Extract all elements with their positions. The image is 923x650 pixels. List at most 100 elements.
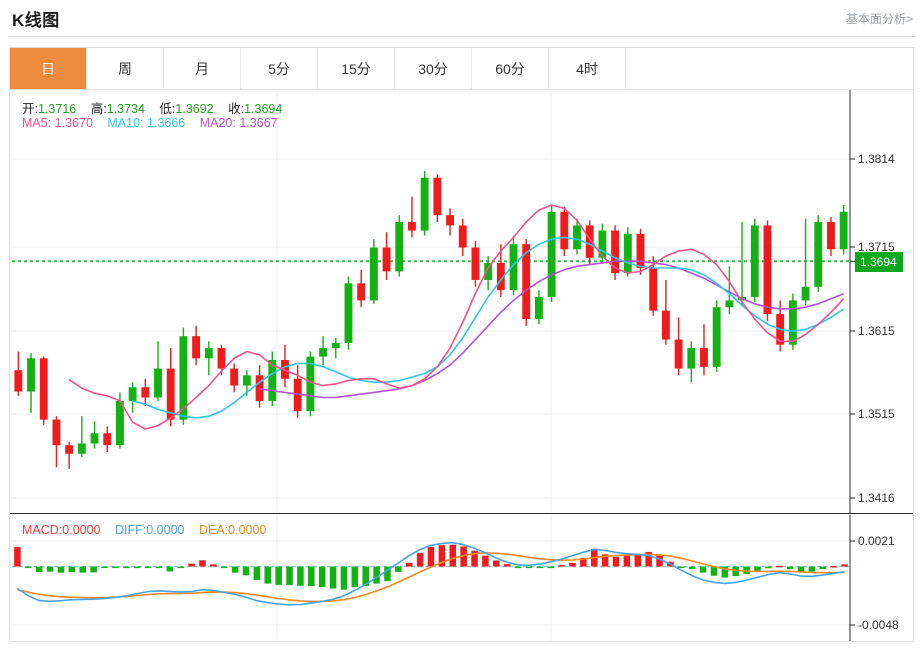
- macd-histogram-bar: [765, 566, 772, 569]
- tab-0[interactable]: 日: [10, 48, 87, 89]
- macd-tick-label: -0.0048: [858, 618, 899, 632]
- macd-pane[interactable]: MACD:0.0000 DIFF:0.0000 DEA:0.0000 0.002…: [10, 515, 913, 641]
- candle: [471, 240, 480, 287]
- candle: [611, 225, 620, 280]
- page-title: K线图: [12, 11, 60, 30]
- macd-histogram-bar: [57, 566, 65, 573]
- tab-label: 30分: [418, 60, 448, 77]
- tab-5[interactable]: 30分: [395, 48, 472, 89]
- header-divider: [8, 36, 915, 37]
- macd-histogram-bar: [612, 556, 620, 567]
- macd-histogram-bar: [35, 566, 43, 573]
- macd-histogram-bar: [525, 566, 533, 569]
- macd-histogram-bar: [68, 566, 76, 573]
- candle: [814, 215, 823, 292]
- tab-7[interactable]: 4时: [549, 48, 626, 89]
- tab-2[interactable]: 月: [164, 48, 241, 89]
- ma10-line: [132, 236, 845, 419]
- candle: [712, 300, 721, 372]
- macd-histogram-bar: [830, 566, 837, 568]
- macd-histogram-bar: [710, 566, 718, 576]
- macd-histogram-bar: [797, 566, 805, 573]
- candle: [458, 218, 467, 257]
- tab-1[interactable]: 周: [87, 48, 164, 89]
- candle: [141, 378, 150, 407]
- price-pane[interactable]: 开:1.3716 高:1.3734 低:1.3692 收:1.3694 MA5:…: [10, 90, 913, 514]
- macd-histogram-bar: [362, 566, 369, 587]
- candle: [27, 353, 35, 413]
- candle: [90, 421, 99, 449]
- macd-histogram-bar: [493, 560, 500, 567]
- macd-histogram-bar: [688, 566, 696, 569]
- candle: [801, 218, 810, 306]
- macd-histogram-bar: [112, 566, 119, 569]
- macd-histogram-bar: [449, 544, 457, 567]
- macd-histogram-bar: [503, 564, 511, 567]
- candle: [319, 336, 328, 366]
- macd-histogram-bar: [123, 566, 130, 569]
- candle: [103, 426, 112, 453]
- macd-histogram-bar: [46, 566, 54, 572]
- macd-tick-label: 0.0021: [858, 534, 895, 548]
- candle: [636, 228, 645, 275]
- candle: [128, 382, 137, 413]
- diff-line: [16, 541, 845, 606]
- candle: [585, 220, 594, 265]
- macd-histogram-bar: [482, 555, 489, 567]
- macd-histogram-bar: [732, 566, 739, 577]
- candle: [204, 341, 213, 376]
- candle: [496, 244, 505, 297]
- candle: [77, 416, 86, 458]
- candle: [306, 351, 315, 417]
- macd-histogram-bar: [775, 565, 783, 568]
- macd-histogram-bar: [253, 566, 261, 580]
- macd-histogram-bar: [351, 566, 359, 588]
- macd-histogram-bar: [721, 566, 729, 578]
- candle: [369, 239, 378, 304]
- macd-histogram-bar: [623, 555, 631, 567]
- candle: [534, 290, 543, 325]
- candle: [827, 216, 835, 257]
- candle: [623, 227, 632, 277]
- tab-3[interactable]: 5分: [241, 48, 318, 89]
- macd-histogram-bar: [308, 566, 315, 587]
- tab-label: 日: [41, 60, 55, 77]
- macd-histogram-bar: [373, 566, 380, 584]
- candle: [661, 279, 670, 345]
- tab-label: 5分: [268, 60, 290, 77]
- macd-plot: [12, 515, 855, 641]
- candle: [39, 356, 48, 425]
- tab-4[interactable]: 15分: [318, 48, 395, 89]
- candle: [344, 276, 353, 350]
- candle: [166, 348, 175, 427]
- macd-histogram-bar: [177, 566, 184, 569]
- candle: [230, 363, 239, 393]
- tab-label: 60分: [495, 60, 525, 77]
- candle: [573, 218, 581, 255]
- price-tick-label: 1.3615: [858, 324, 895, 338]
- macd-histogram-bar: [754, 566, 761, 571]
- macd-histogram-bar: [634, 555, 642, 567]
- tab-6[interactable]: 60分: [472, 48, 549, 89]
- tab-label: 15分: [341, 60, 371, 77]
- dea-line: [17, 552, 845, 603]
- macd-histogram-bar: [144, 566, 152, 569]
- macd-histogram-bar: [580, 558, 587, 567]
- candle: [192, 325, 201, 366]
- macd-histogram-bar: [297, 566, 304, 586]
- tabbar-filler: [626, 48, 913, 89]
- macd-histogram-bar: [471, 550, 478, 567]
- macd-histogram-bar: [199, 560, 206, 567]
- macd-histogram-bar: [340, 566, 348, 590]
- tab-label: 4时: [576, 60, 598, 77]
- candle: [293, 365, 302, 418]
- candle: [687, 341, 696, 383]
- fundamental-analysis-link[interactable]: 基本面分析>: [845, 12, 913, 26]
- candle: [268, 351, 277, 407]
- macd-histogram-bar: [743, 566, 750, 574]
- macd-histogram-bar: [416, 553, 424, 567]
- ma20-line: [259, 260, 844, 399]
- macd-histogram-bar: [808, 566, 816, 572]
- macd-histogram-bar: [699, 566, 707, 573]
